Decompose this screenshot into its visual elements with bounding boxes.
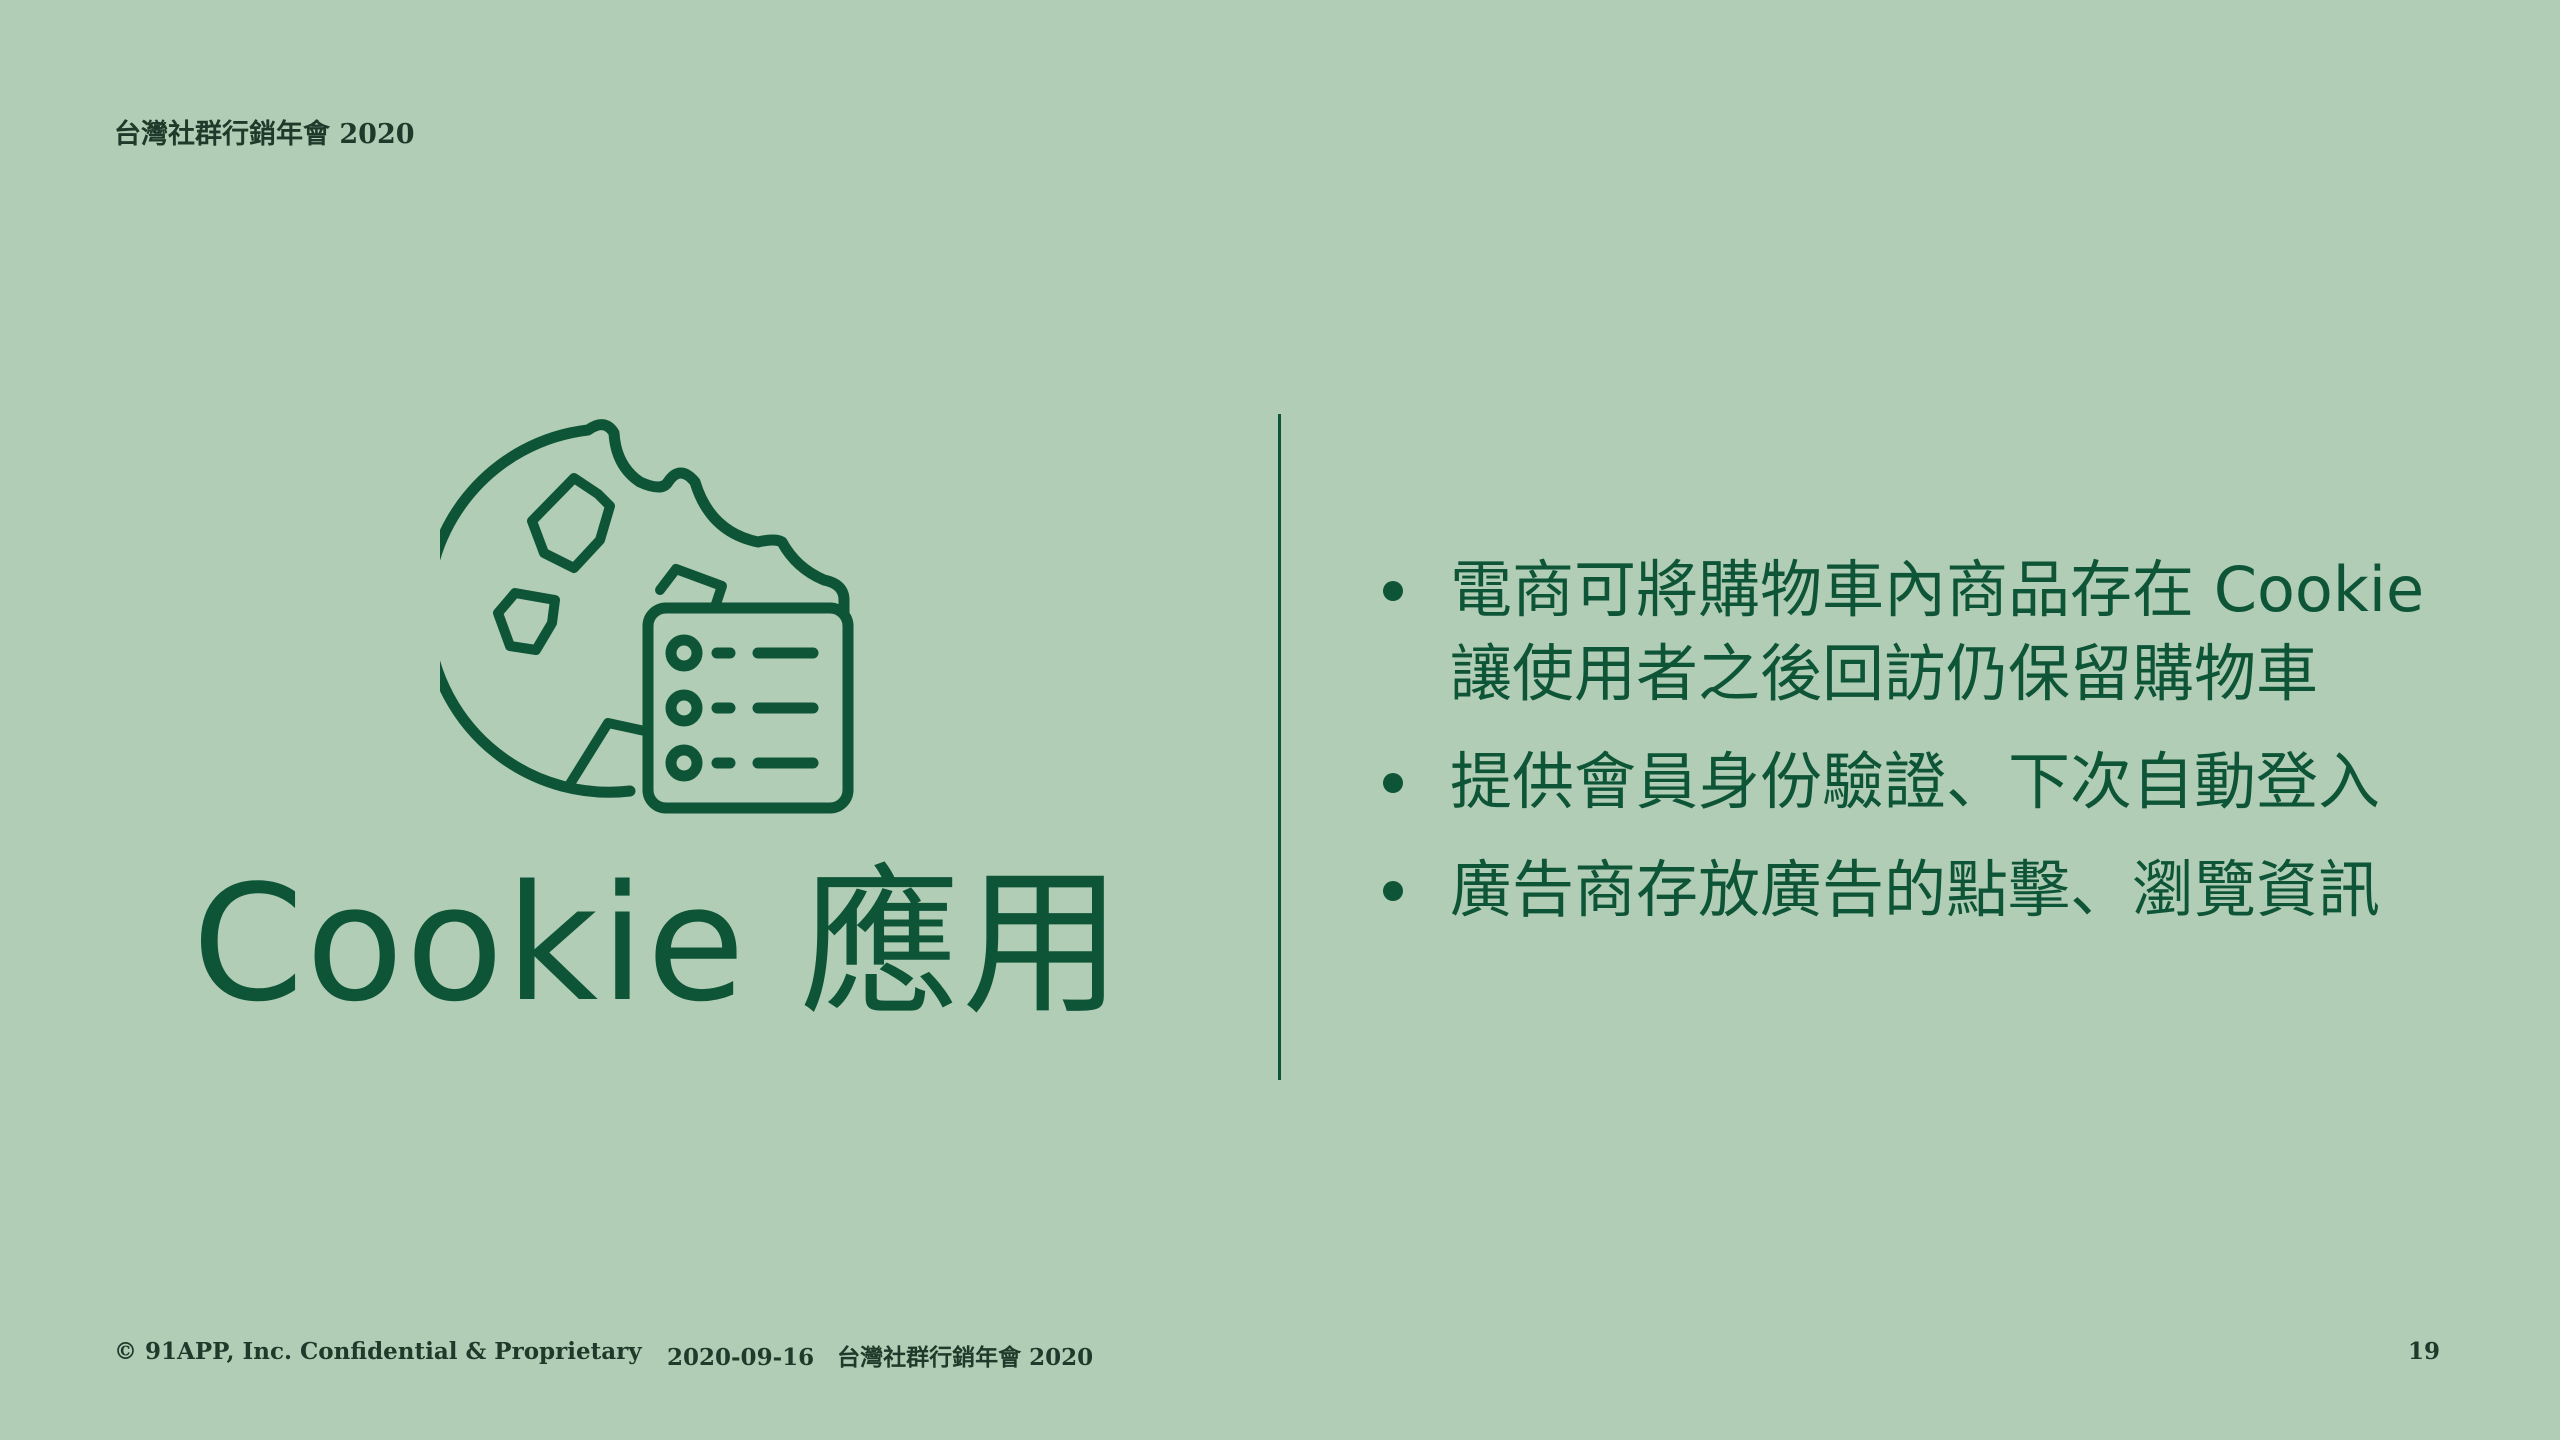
bullet-dot-icon (1383, 881, 1403, 901)
bullet-text: 廣告商存放廣告的點擊、瀏覽資訊 (1450, 853, 2381, 926)
footer-date-event: 2020-09-16 台灣社群行銷年會 2020 (667, 1344, 1094, 1371)
footer-copyright: © 91APP, Inc. Confidential & Proprietary (114, 1338, 642, 1365)
header-title: 台灣社群行銷年會 2020 (114, 119, 415, 150)
bullet-dot-icon (1383, 581, 1403, 601)
bullet-dot-icon (1383, 773, 1403, 793)
page-number: 19 (2407, 1338, 2440, 1365)
vertical-divider (1278, 414, 1281, 1080)
bullet-item: 電商可將購物車內商品存在 Cookie 讓使用者之後回訪仍保留購物車 (1370, 548, 2510, 716)
slide-title: Cookie 應用 (192, 850, 1124, 1037)
bullet-list: 電商可將購物車內商品存在 Cookie 讓使用者之後回訪仍保留購物車 提供會員身… (1370, 548, 2510, 956)
cookie-list-icon (421, 408, 860, 828)
bullet-item: 提供會員身份驗證、下次自動登入 (1370, 740, 2510, 824)
bullet-item: 廣告商存放廣告的點擊、瀏覽資訊 (1370, 848, 2510, 932)
bullet-text: 讓使用者之後回訪仍保留購物車 (1450, 637, 2319, 710)
bullet-text: 提供會員身份驗證、下次自動登入 (1450, 745, 2381, 818)
bullet-text: 電商可將購物車內商品存在 Cookie (1450, 553, 2425, 626)
